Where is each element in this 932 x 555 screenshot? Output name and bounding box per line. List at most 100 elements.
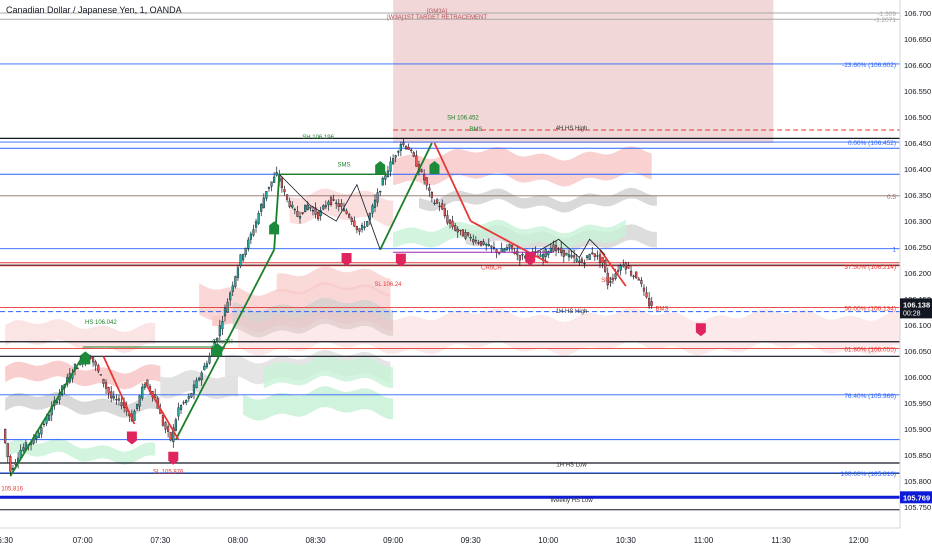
candle-up bbox=[567, 254, 571, 258]
candle-down bbox=[650, 301, 653, 306]
annotation-label: HS 106.042 bbox=[85, 320, 117, 326]
candle-down bbox=[317, 211, 320, 220]
candle-down bbox=[498, 252, 501, 254]
candle-down bbox=[428, 187, 431, 191]
candle-up bbox=[247, 239, 250, 249]
candle-up bbox=[544, 249, 547, 258]
candle-up bbox=[141, 386, 144, 399]
current-price-label: 106.138 bbox=[903, 300, 930, 309]
candle-down bbox=[309, 206, 312, 209]
candle-up bbox=[585, 255, 589, 258]
gray-cloud bbox=[418, 187, 657, 213]
candle-up bbox=[143, 384, 146, 388]
candle-up bbox=[223, 307, 227, 317]
y-tick-label: 106.400 bbox=[904, 165, 931, 174]
candle-down bbox=[404, 145, 408, 150]
signals bbox=[80, 161, 706, 465]
chart-title: Canadian Dollar / Japanese Yen, 1, OANDA bbox=[6, 5, 182, 15]
candle-down bbox=[604, 259, 607, 272]
candle-up bbox=[324, 205, 327, 208]
candle-up bbox=[342, 208, 346, 212]
candle-up bbox=[335, 202, 338, 205]
y-tick-label: 106.050 bbox=[904, 347, 931, 356]
y-tick-label: 105.800 bbox=[904, 477, 931, 486]
candle-down bbox=[167, 426, 170, 432]
fib-levels: -1.309-1.2071 -23.60% (106.602) 0.00% (106… bbox=[0, 11, 900, 511]
candle-up bbox=[376, 192, 379, 203]
candle-down bbox=[464, 232, 467, 239]
gray-cloud bbox=[160, 369, 238, 400]
candle-up bbox=[42, 423, 46, 426]
candle-up bbox=[174, 419, 177, 431]
y-tick-label: 105.850 bbox=[904, 451, 931, 460]
candle-down bbox=[467, 232, 470, 236]
candle-up bbox=[182, 402, 185, 404]
candle-up bbox=[244, 247, 247, 255]
candle-up bbox=[273, 176, 276, 183]
annotation-label: SL 105.816 bbox=[0, 487, 24, 493]
candle-down bbox=[451, 220, 454, 228]
zigzag-waves bbox=[9, 142, 627, 477]
candle-up bbox=[37, 432, 40, 438]
candle-up bbox=[239, 254, 242, 267]
candle-up bbox=[198, 377, 201, 381]
target-zone bbox=[393, 0, 774, 144]
candle-up bbox=[588, 254, 591, 260]
candle-down bbox=[627, 265, 630, 269]
candle-up bbox=[379, 191, 382, 193]
candle-down bbox=[461, 229, 465, 237]
buy-signal-icon bbox=[80, 351, 91, 365]
supply-cloud bbox=[393, 146, 652, 187]
supply-cloud bbox=[276, 266, 391, 298]
annotation-label: Weekly HS Low bbox=[550, 498, 593, 504]
candle-up bbox=[474, 240, 477, 242]
annotation-label: CHoCH bbox=[481, 265, 502, 271]
candle-down bbox=[477, 242, 480, 244]
candle-down bbox=[169, 432, 172, 441]
candle-down bbox=[110, 391, 113, 399]
candle-up bbox=[221, 321, 224, 330]
candle-up bbox=[216, 337, 219, 342]
candle-up bbox=[257, 213, 260, 224]
sell-signal-icon bbox=[168, 451, 179, 465]
candle-up bbox=[298, 216, 302, 219]
candle-down bbox=[624, 262, 627, 270]
supply-cloud bbox=[5, 318, 156, 353]
candle-down bbox=[593, 253, 596, 257]
annotation-label: SMS bbox=[337, 162, 350, 168]
candle-up bbox=[236, 267, 240, 278]
candle-up bbox=[557, 248, 560, 250]
candle-up bbox=[609, 281, 612, 283]
candle-up bbox=[327, 201, 330, 206]
candle-down bbox=[104, 382, 108, 389]
wave-down bbox=[144, 381, 180, 441]
candle-down bbox=[637, 278, 640, 281]
candle-up bbox=[539, 254, 542, 257]
candle-up bbox=[135, 403, 139, 409]
candle-up bbox=[392, 158, 395, 165]
candle-up bbox=[397, 151, 400, 153]
y-tick-label: 106.450 bbox=[904, 139, 931, 148]
x-tick-label: 11:30 bbox=[771, 536, 791, 545]
candle-up bbox=[203, 365, 206, 371]
candle-up bbox=[234, 276, 237, 287]
candle-up bbox=[371, 205, 374, 214]
y-tick-label: 106.550 bbox=[904, 87, 931, 96]
candle-down bbox=[329, 197, 333, 205]
candle-down bbox=[645, 292, 648, 298]
candle-down bbox=[438, 205, 441, 207]
candle-up bbox=[260, 204, 263, 212]
candle-down bbox=[448, 219, 452, 224]
candle-up bbox=[482, 241, 485, 245]
candle-up bbox=[200, 372, 203, 381]
candle-up bbox=[35, 435, 38, 440]
wave-up bbox=[9, 355, 84, 477]
candle-up bbox=[319, 210, 322, 217]
fib-level-label: 50.00% (106.134) bbox=[844, 305, 896, 312]
candle-down bbox=[92, 356, 95, 363]
wave-down bbox=[102, 355, 136, 425]
fib-level-label: 0.00% (106.452) bbox=[848, 140, 896, 147]
candle-up bbox=[485, 244, 488, 246]
